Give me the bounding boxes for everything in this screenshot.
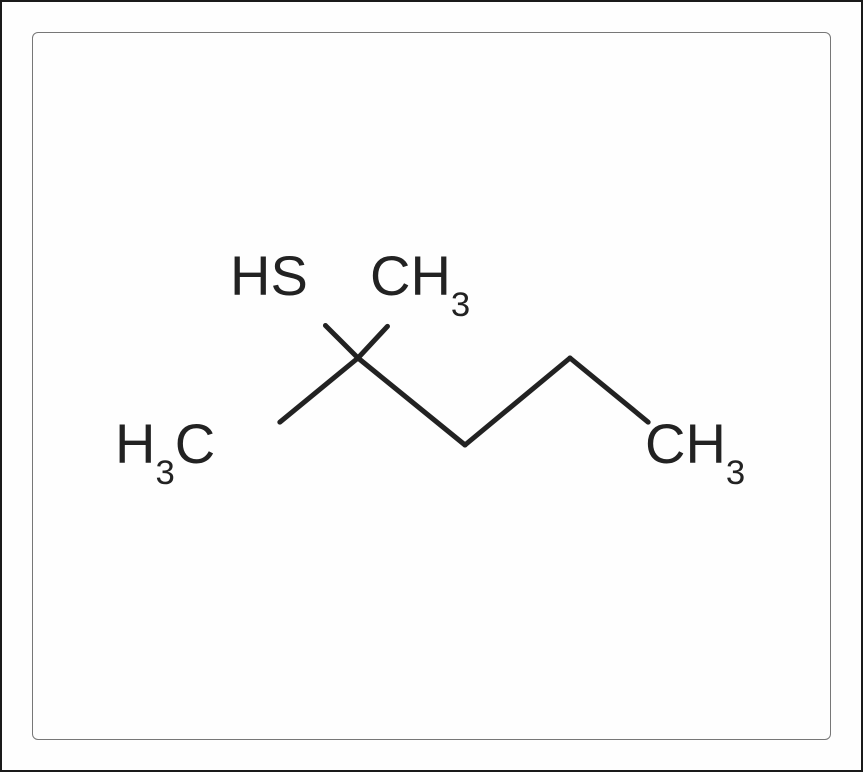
bond-C4-C5 [570, 358, 648, 422]
bond-C2-S [325, 325, 358, 358]
bond-C2-Me [358, 326, 387, 358]
bond-C1-C2 [280, 358, 358, 422]
atom-label-h3c-left: H3C [115, 416, 215, 482]
bond-layer [0, 0, 863, 772]
atom-label-ch3-right: CH3 [645, 416, 745, 482]
atom-label-ch3-top: CH3 [370, 248, 470, 314]
bond-C3-C4 [465, 358, 570, 445]
atom-label-hs: HS [230, 248, 308, 304]
bond-C2-C3 [358, 358, 465, 445]
